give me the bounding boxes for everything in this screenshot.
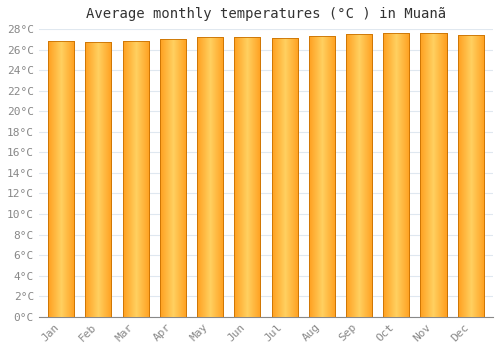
Bar xyxy=(383,33,409,317)
Title: Average monthly temperatures (°C ) in Muanã: Average monthly temperatures (°C ) in Mu… xyxy=(86,7,446,21)
Bar xyxy=(458,35,483,317)
Bar xyxy=(122,41,148,317)
Bar xyxy=(272,38,297,317)
Bar xyxy=(308,36,335,317)
Bar xyxy=(197,37,223,317)
Bar xyxy=(122,41,148,317)
Bar xyxy=(383,33,409,317)
Bar xyxy=(272,38,297,317)
Bar xyxy=(234,37,260,317)
Bar xyxy=(420,33,446,317)
Bar xyxy=(86,42,112,317)
Bar xyxy=(346,34,372,317)
Bar xyxy=(48,41,74,317)
Bar xyxy=(234,37,260,317)
Bar xyxy=(48,41,74,317)
Bar xyxy=(160,39,186,317)
Bar xyxy=(346,34,372,317)
Bar xyxy=(197,37,223,317)
Bar xyxy=(86,42,112,317)
Bar xyxy=(308,36,335,317)
Bar xyxy=(160,39,186,317)
Bar xyxy=(420,33,446,317)
Bar xyxy=(458,35,483,317)
